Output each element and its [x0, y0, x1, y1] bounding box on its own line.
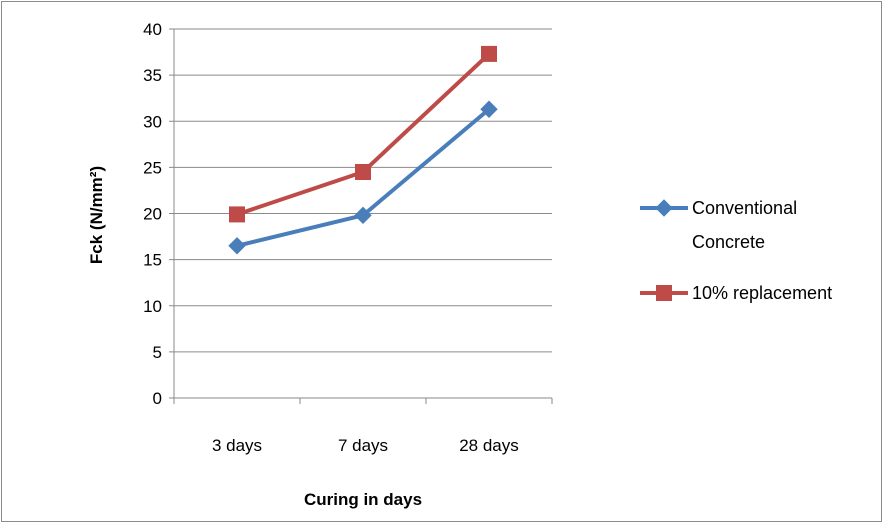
x-tick-label: 7 days — [338, 436, 388, 455]
axes — [169, 28, 553, 404]
x-tick-labels: 3 days 7 days 28 days — [212, 436, 519, 455]
y-tick-label: 30 — [143, 112, 162, 131]
legend-label: Conventional — [692, 198, 797, 218]
gridlines — [174, 28, 552, 353]
data-point-marker — [355, 163, 371, 180]
y-tick-label: 15 — [143, 251, 162, 270]
x-tick-label: 3 days — [212, 436, 262, 455]
legend-label: 10% replacement — [692, 283, 832, 303]
data-point-marker — [354, 206, 372, 225]
data-point-marker — [481, 45, 497, 62]
y-tick-label: 40 — [143, 20, 162, 39]
legend-marker — [655, 199, 673, 217]
x-tick-label: 28 days — [459, 436, 519, 455]
series-layer — [228, 45, 498, 255]
y-axis-title: Fck (N/mm²) — [87, 166, 106, 264]
y-tick-labels: 0 5 10 15 20 25 30 35 40 — [143, 20, 162, 408]
data-point-marker — [480, 100, 498, 118]
legend-marker — [656, 285, 672, 301]
data-point-marker — [229, 206, 245, 223]
x-axis-title: Curing in days — [304, 490, 422, 509]
data-point-marker — [228, 237, 246, 255]
legend: Conventional Concrete 10% replacement — [640, 198, 832, 303]
y-tick-label: 20 — [143, 205, 162, 224]
y-tick-label: 25 — [143, 158, 162, 177]
y-tick-label: 10 — [143, 297, 162, 316]
y-tick-label: 35 — [143, 66, 162, 85]
y-tick-label: 0 — [153, 389, 162, 408]
legend-label: Concrete — [692, 232, 765, 252]
series-line-2 — [236, 52, 491, 217]
y-tick-label: 5 — [153, 343, 162, 362]
